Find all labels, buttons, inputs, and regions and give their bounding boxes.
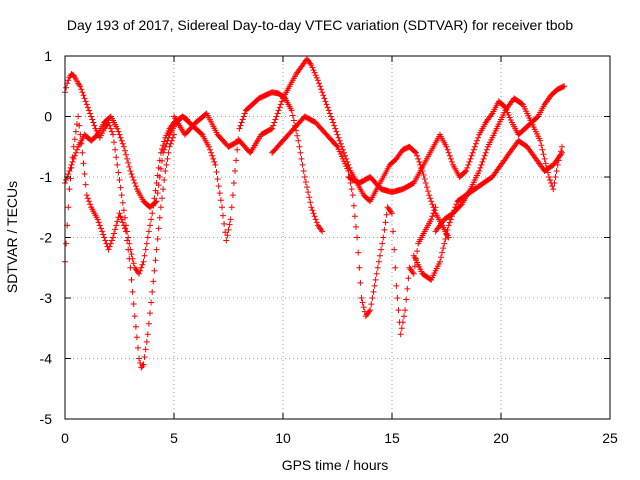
series-3 [62, 89, 326, 244]
y-tick-label: -5 [40, 411, 53, 427]
series-7 [410, 137, 565, 283]
series-8-points [432, 95, 565, 235]
x-tick-label: 5 [170, 430, 178, 446]
y-tick-label: -4 [40, 351, 53, 367]
x-tick-label: 0 [61, 430, 69, 446]
y-tick-label: -2 [40, 230, 53, 246]
series-5 [269, 113, 439, 338]
series-3-points [62, 89, 326, 244]
series-1 [62, 113, 177, 371]
x-tick-label: 15 [384, 430, 400, 446]
data-marks [62, 56, 568, 371]
y-tick-label: -1 [40, 169, 53, 185]
series-6-points [345, 83, 568, 196]
series-2-points [62, 71, 191, 277]
series-7-points [410, 137, 565, 283]
y-axis-label: SDTVAR / TECUs [4, 181, 20, 293]
series-6 [345, 83, 568, 196]
series-8 [432, 95, 565, 235]
y-tick-label: -3 [40, 290, 53, 306]
series-1-points [62, 113, 177, 371]
y-tick-label: 1 [44, 48, 52, 64]
x-axis-label: GPS time / hours [282, 457, 389, 473]
y-tick-label: 0 [44, 109, 52, 125]
x-tick-label: 10 [275, 430, 291, 446]
x-tick-label: 25 [602, 430, 618, 446]
series-5-points [269, 113, 439, 338]
x-tick-label: 20 [493, 430, 509, 446]
chart-title: Day 193 of 2017, Sidereal Day-to-day VTE… [67, 17, 574, 33]
series-2 [62, 71, 191, 277]
